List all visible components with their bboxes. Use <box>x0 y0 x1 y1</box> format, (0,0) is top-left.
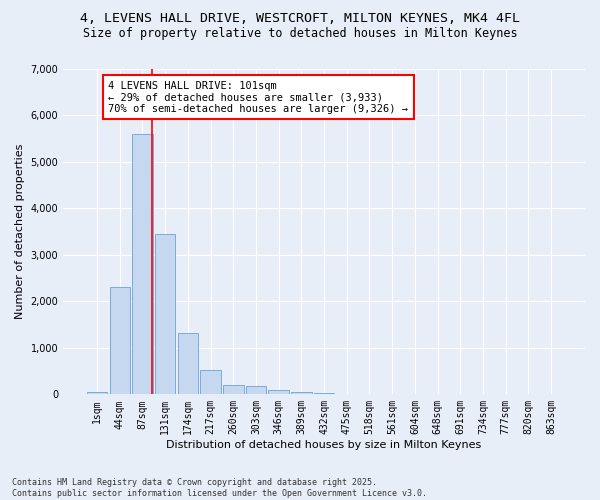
Text: Contains HM Land Registry data © Crown copyright and database right 2025.
Contai: Contains HM Land Registry data © Crown c… <box>12 478 427 498</box>
Text: 4 LEVENS HALL DRIVE: 101sqm
← 29% of detached houses are smaller (3,933)
70% of : 4 LEVENS HALL DRIVE: 101sqm ← 29% of det… <box>109 80 409 114</box>
Bar <box>87 392 107 394</box>
Bar <box>200 370 221 394</box>
Bar <box>178 333 198 394</box>
Bar <box>132 134 153 394</box>
Bar <box>155 234 175 394</box>
Bar <box>223 384 244 394</box>
X-axis label: Distribution of detached houses by size in Milton Keynes: Distribution of detached houses by size … <box>166 440 482 450</box>
Text: Size of property relative to detached houses in Milton Keynes: Size of property relative to detached ho… <box>83 28 517 40</box>
Bar <box>110 288 130 395</box>
Bar <box>291 392 311 394</box>
Text: 4, LEVENS HALL DRIVE, WESTCROFT, MILTON KEYNES, MK4 4FL: 4, LEVENS HALL DRIVE, WESTCROFT, MILTON … <box>80 12 520 26</box>
Bar <box>314 392 334 394</box>
Y-axis label: Number of detached properties: Number of detached properties <box>15 144 25 320</box>
Bar <box>268 390 289 394</box>
Bar <box>246 386 266 394</box>
